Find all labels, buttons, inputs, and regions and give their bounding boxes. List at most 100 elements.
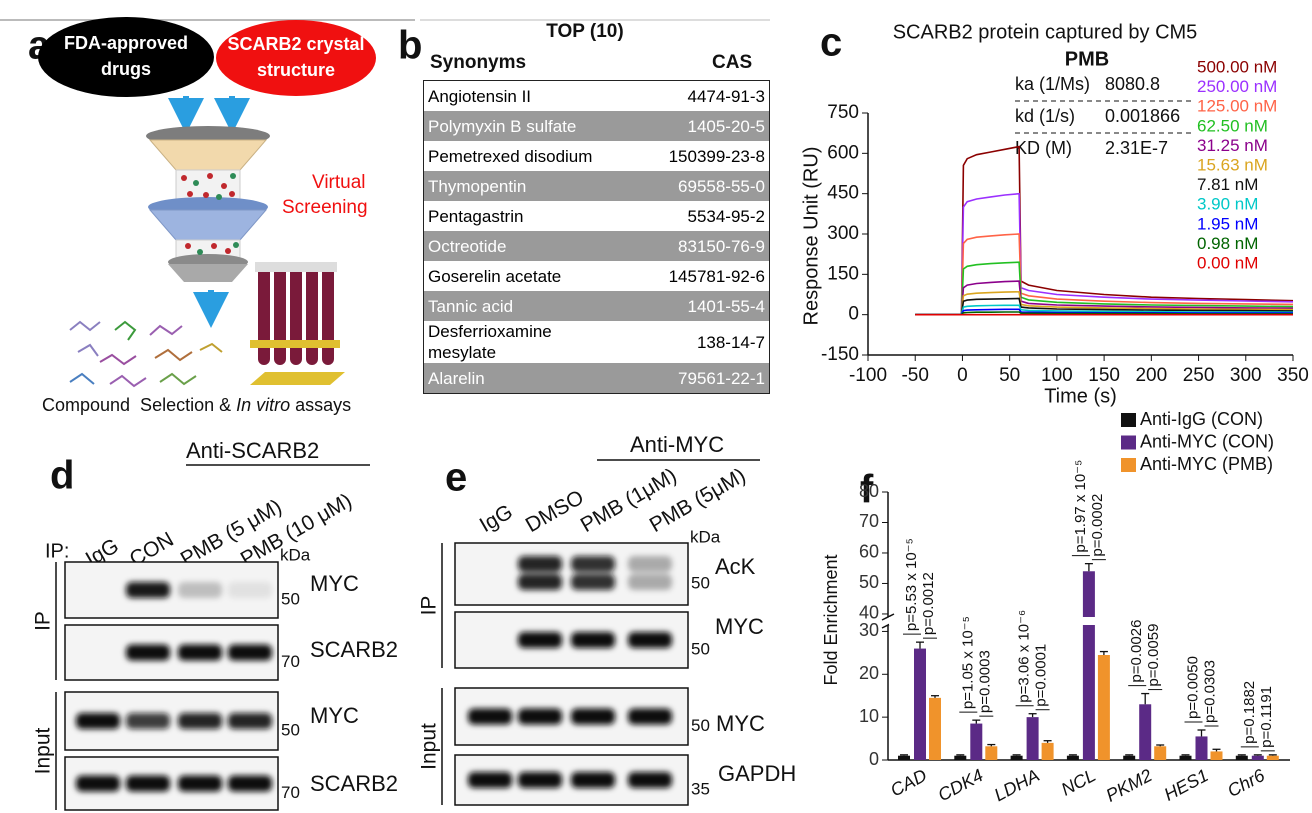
kinetic-value: 8080.8 — [1105, 74, 1160, 94]
p-value: p=0.0003 — [976, 650, 993, 713]
p-value: p=0.0001 — [1033, 644, 1050, 707]
p-value: p=5.53 x 10⁻⁵ — [903, 538, 920, 631]
table-row: Pemetrexed disodium 150399-23-8 — [424, 141, 770, 171]
sensorgram-line — [915, 311, 1293, 316]
cas-number: 145781-92-6 — [668, 266, 765, 286]
band — [178, 713, 222, 729]
process-text: Screening — [282, 197, 368, 218]
lane-label: DMSO — [522, 486, 588, 537]
x-tick-label: 300 — [1230, 365, 1262, 386]
legend-swatch — [1121, 413, 1136, 427]
protein-label: MYC — [715, 614, 764, 639]
band — [518, 556, 562, 572]
compound-dots — [181, 173, 239, 255]
x-tick-label: 250 — [1183, 365, 1215, 386]
protein-label: MYC — [310, 703, 359, 728]
band — [518, 708, 562, 725]
source-text: FDA-approved — [64, 33, 188, 53]
bar — [1235, 755, 1248, 760]
bar — [954, 755, 967, 760]
sensorgram-line — [915, 261, 1294, 316]
band — [76, 713, 120, 729]
y-tick-label: 150 — [827, 263, 859, 284]
cas-number: 138-14-7 — [696, 332, 765, 352]
legend-entry: 62.50 nM — [1197, 116, 1268, 135]
table-row: Polymyxin B sulfate 1405-20-5 — [423, 111, 770, 141]
p-value: p=0.0026 — [1128, 620, 1145, 683]
band — [571, 708, 615, 725]
cas-number: 150399-23-8 — [668, 146, 765, 166]
cas-number: 79561-22-1 — [638, 363, 770, 394]
legend-entry: Anti-IgG (CON) — [1140, 409, 1263, 429]
size-marker: 50 — [691, 573, 710, 592]
process-text: Virtual — [312, 172, 366, 193]
legend-entry: 1.95 nM — [1197, 214, 1258, 233]
y-tick-label: 600 — [827, 142, 859, 163]
bar — [1010, 755, 1023, 760]
y-axis-label: Response Unit (RU) — [800, 147, 822, 326]
source-text: SCARB2 crystal — [227, 34, 364, 54]
band — [126, 713, 170, 729]
band — [628, 556, 672, 572]
table-row: Alarelin 79561-22-1 — [423, 363, 770, 394]
bar — [1266, 755, 1279, 760]
band — [76, 775, 120, 792]
table-row: Thymopentin 69558-55-0 — [423, 171, 770, 201]
x-tick-label: 350 — [1277, 365, 1309, 386]
size-marker: 70 — [281, 652, 300, 671]
sensorgram-line — [915, 280, 1294, 316]
legend-entry: 0.98 nM — [1197, 234, 1258, 253]
bar — [1123, 755, 1136, 760]
bands — [76, 582, 272, 792]
unit: kDa — [690, 527, 721, 546]
funnel — [148, 209, 268, 241]
table-row: Pentagastrin 5534-95-2 — [424, 201, 770, 231]
y-tick-label: 70 — [859, 511, 879, 531]
axis-gap — [889, 617, 1290, 625]
protein-label: SCARB2 — [310, 637, 398, 662]
band — [571, 574, 615, 590]
bar — [985, 746, 998, 760]
p-value: p=0.0303 — [1201, 660, 1218, 723]
size-marker: 35 — [691, 779, 710, 798]
compound-name: Alarelin — [423, 363, 639, 394]
funnel — [168, 264, 248, 282]
band — [468, 708, 512, 725]
compound-name: Thymopentin — [423, 171, 639, 201]
caption-part: assays — [290, 395, 351, 415]
size-marker: 50 — [281, 720, 300, 739]
x-tick-label: 50 — [999, 365, 1020, 386]
legend-entry: Anti-MYC (CON) — [1140, 431, 1274, 451]
compound-name: Polymyxin B sulfate — [423, 111, 639, 141]
legend-entry: Anti-MYC (PMB) — [1140, 454, 1273, 474]
table-row: Octreotide 83150-76-9 — [423, 231, 770, 261]
band — [228, 582, 272, 598]
legend-entry: 250.00 nM — [1197, 77, 1277, 96]
legend-entry: 7.81 nM — [1197, 175, 1258, 194]
table-row: Goserelin acetate 145781-92-6 — [424, 261, 770, 291]
sensorgram-line — [915, 233, 1294, 316]
panel-a: a FDA-approved drugs SCARB2 crystal stru… — [28, 17, 376, 415]
blot-membrane — [64, 624, 279, 681]
size-marker: 70 — [281, 783, 300, 802]
y-tick-label: 450 — [827, 183, 859, 204]
protein-label: MYC — [310, 571, 359, 596]
bands — [468, 556, 672, 788]
bar — [1210, 751, 1223, 760]
chart-title: SCARB2 protein captured by CM5 — [893, 21, 1198, 43]
legend-entry: 15.63 nM — [1197, 155, 1268, 174]
bar — [1026, 717, 1039, 760]
band — [178, 644, 222, 661]
sensorgram-line — [915, 304, 1294, 316]
size-marker: 50 — [691, 639, 710, 658]
ip-label: IP: — [45, 540, 69, 562]
table-title: TOP (10) — [546, 21, 623, 42]
group-label: IP — [418, 596, 441, 616]
table-body: Angiotensin II 4474-91-3 Polymyxin B sulfa… — [423, 81, 770, 394]
antibody: Anti-SCARB2 — [186, 438, 319, 463]
p-value: p=3.06 x 10⁻⁶ — [1016, 610, 1033, 703]
source-ellipse — [38, 17, 214, 97]
unit: kDa — [280, 545, 311, 564]
